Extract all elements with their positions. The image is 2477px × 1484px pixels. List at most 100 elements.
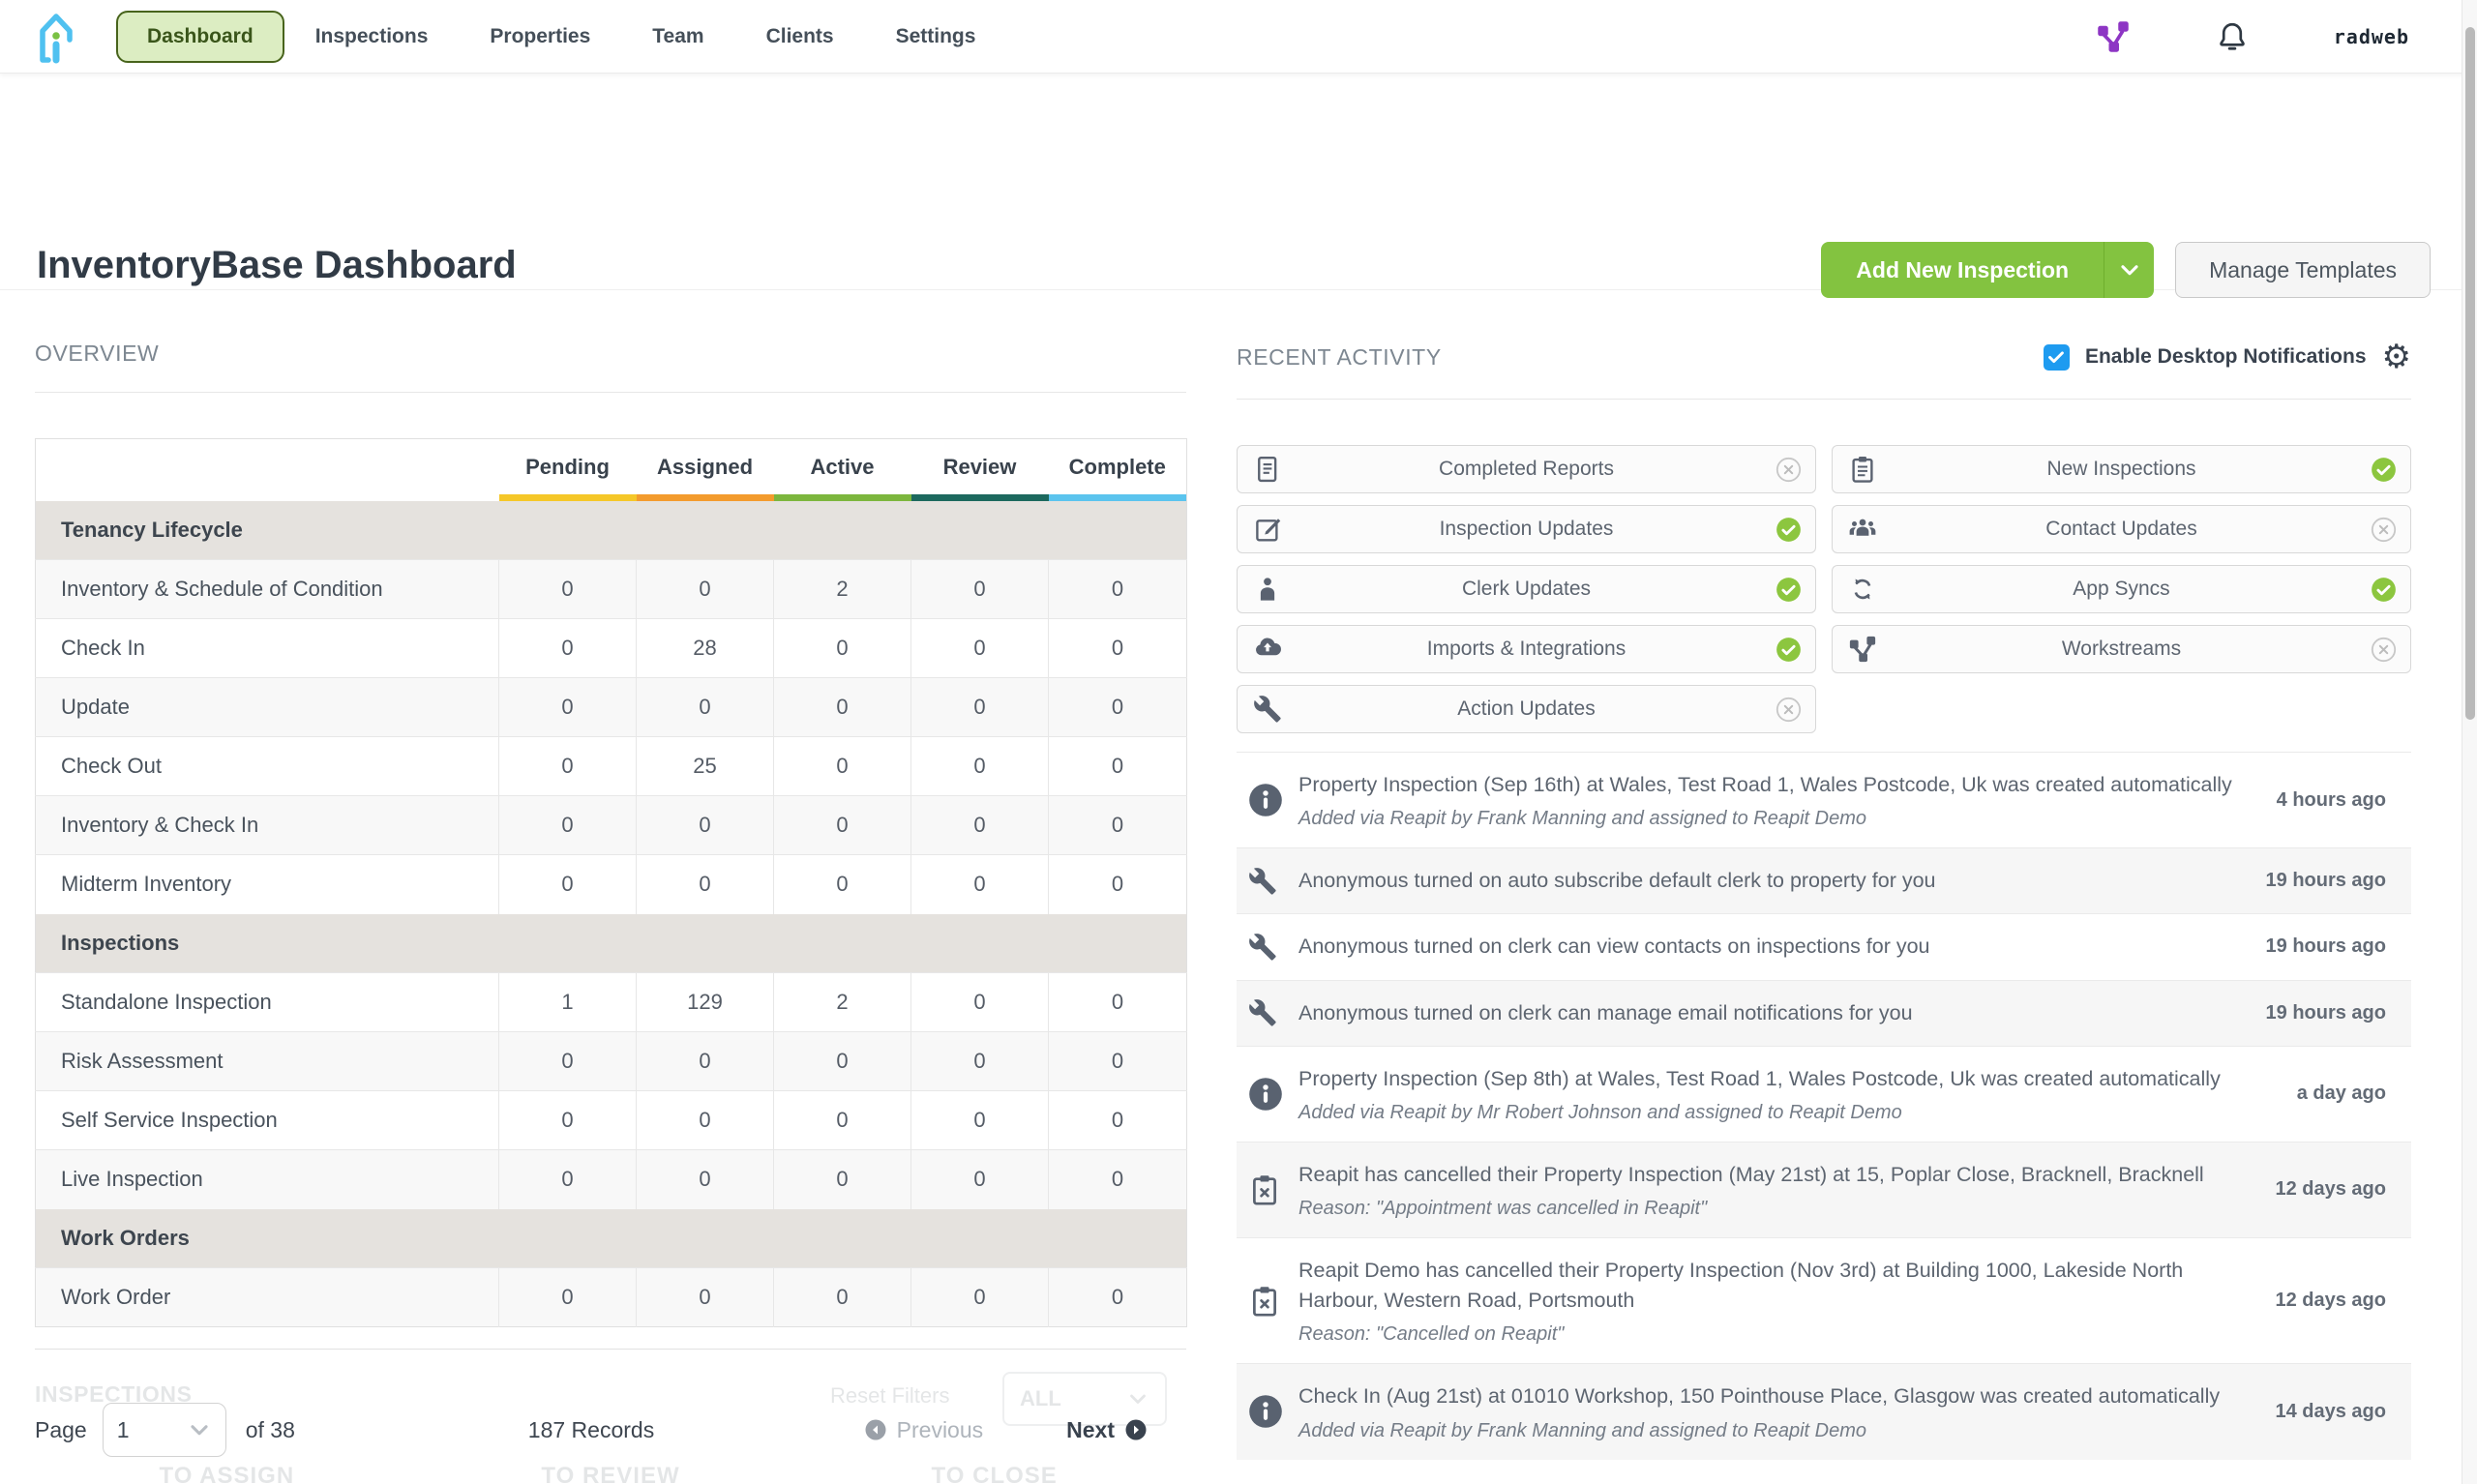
workstreams-nav-icon[interactable] [2096,19,2131,54]
activity-list: Property Inspection (Sep 16th) at Wales,… [1237,752,2411,1460]
column-header-label: Assigned [656,455,754,479]
cell-complete: 0 [1048,618,1187,678]
table-row: Inventory & Schedule of Condition 0 0 2 0 0 [35,559,1187,619]
inspections-filter-value: ALL [1020,1386,1061,1410]
activity-item: Anonymous turned on clerk can manage ema… [1237,979,2411,1046]
activity-item-body: Check In (Aug 21st) at 01010 Workshop, 1… [1298,1381,2256,1441]
previous-page-button[interactable]: Previous [864,1417,983,1443]
nav-item-properties[interactable]: Properties [490,24,591,47]
nav-item-clients[interactable]: Clients [765,24,834,47]
cell-pending: 0 [498,795,637,855]
manage-templates-button[interactable]: Manage Templates [2175,242,2431,298]
overview-label-column-header [36,439,499,501]
chevron-down-icon [187,1417,212,1442]
scrollbar-thumb[interactable] [2465,27,2475,720]
cell-review: 0 [910,559,1049,619]
activity-filters: Completed Reports New Inspections Inspecti… [1237,445,2411,733]
next-page-button[interactable]: Next [1066,1417,1148,1443]
add-new-inspection-label[interactable]: Add New Inspection [1856,256,2070,282]
filter-app-syncs[interactable]: App Syncs [1832,565,2411,613]
inspections-filter-dropdown[interactable]: ALL [1002,1372,1167,1426]
table-row: Standalone Inspection 1 129 2 0 0 [35,972,1187,1032]
clipboard-x-icon [1248,1285,1281,1318]
gear-icon[interactable]: ⚙ [2381,338,2411,376]
page-scrollbar [2462,0,2477,1484]
filter-label: Action Updates [1457,697,1596,720]
cell-active: 2 [773,559,911,619]
filter-workstreams[interactable]: Workstreams [1832,625,2411,673]
reset-filters-link[interactable]: Reset Filters [830,1383,950,1408]
nav-item-inspections[interactable]: Inspections [314,24,429,47]
page-select[interactable]: 1 [102,1403,226,1457]
nav-item-settings[interactable]: Settings [895,24,976,47]
filter-contact-updates[interactable]: Contact Updates [1832,505,2411,553]
activity-item: Reapit Demo has cancelled their Property… [1237,1237,2411,1363]
column-header-assigned: Assigned [636,439,774,501]
cell-review: 0 [910,1031,1049,1091]
activity-item: Property Inspection (Sep 16th) at Wales,… [1237,752,2411,847]
filter-action-updates[interactable]: Action Updates [1237,685,1816,733]
filter-label: Clerk Updates [1461,578,1592,600]
notifications-bell-icon[interactable] [2216,20,2249,53]
nav-item-team[interactable]: Team [652,24,704,47]
cell-pending: 0 [498,1090,637,1150]
activity-item-text: Property Inspection (Sep 8th) at Wales, … [1298,1066,2221,1090]
column-header-active: Active [773,439,911,501]
add-new-inspection-button[interactable]: Add New Inspection [1821,242,2155,298]
cell-active: 0 [773,795,911,855]
table-row: Self Service Inspection 0 0 0 0 0 [35,1090,1187,1150]
activity-item-subtext: Added via Reapit by Frank Manning and as… [1298,808,1867,830]
inventorybase-logo[interactable] [33,9,83,65]
cell-complete: 0 [1048,854,1187,914]
kanban-column-to-review: TO REVIEW [541,1463,680,1484]
cell-active: 0 [773,677,911,737]
cell-complete: 0 [1048,1267,1187,1327]
info-icon [1248,1394,1283,1429]
info-icon [1248,783,1283,817]
cell-pending: 0 [498,677,637,737]
filter-new-inspections[interactable]: New Inspections [1832,445,2411,493]
header-actions: Add New Inspection Manage Templates [1821,242,2431,298]
activity-item-timestamp: 12 days ago [2275,1290,2386,1312]
clipboard-x-icon [1248,1173,1281,1206]
activity-item-body: Reapit has cancelled their Property Insp… [1298,1160,2256,1220]
page-title: InventoryBase Dashboard [37,244,517,286]
nav-item-dashboard[interactable]: Dashboard [116,10,284,63]
kanban-column-headers: TO ASSIGN TO REVIEW TO CLOSE [35,1463,1186,1484]
activity-item-timestamp: 4 hours ago [2276,788,2386,811]
activity-item-subtext: Added via Reapit by Frank Manning and as… [1298,1419,1867,1441]
recent-activity-heading: RECENT ACTIVITY [1237,343,1442,370]
desktop-notifications-checkbox[interactable] [2043,343,2070,371]
wrench-icon [1248,998,1277,1027]
table-row: Check In 0 28 0 0 0 [35,618,1187,678]
filter-imports-integrations[interactable]: Imports & Integrations [1237,625,1816,673]
cell-pending: 0 [498,1267,637,1327]
filter-clerk-updates[interactable]: Clerk Updates [1237,565,1816,613]
cell-active: 2 [773,972,911,1032]
activity-item-subtext: Reason: "Cancelled on Reapit" [1298,1323,1565,1346]
cell-assigned: 0 [636,1149,774,1209]
row-label: Live Inspection [35,1149,499,1209]
pagination-bar: Page 1 of 38 187 Records Previous Next [35,1403,1148,1457]
check-icon [2045,346,2067,368]
cell-pending: 0 [498,736,637,796]
column-header-label: Complete [1068,455,1166,479]
table-row: Update 0 0 0 0 0 [35,677,1187,737]
section-header-row: Work Orders [35,1208,1187,1268]
cell-complete: 0 [1048,1090,1187,1150]
row-label: Inventory & Check In [35,795,499,855]
add-inspection-dropdown-toggle[interactable] [2104,242,2154,298]
kanban-column-to-close: TO CLOSE [931,1463,1058,1484]
cell-review: 0 [910,795,1049,855]
activity-item: Anonymous turned on auto subscribe defau… [1237,847,2411,914]
notification-controls: Enable Desktop Notifications ⚙ [2043,338,2411,376]
row-label: Midterm Inventory [35,854,499,914]
overview-table: Pending Assigned Active Review Complete Tenan… [35,438,1187,1327]
activity-item-subtext: Reason: "Appointment was cancelled in Re… [1298,1198,1708,1220]
row-label: Check Out [35,736,499,796]
account-label[interactable]: radweb [2333,24,2409,48]
filter-inspection-updates[interactable]: Inspection Updates [1237,505,1816,553]
column-color-bar [636,493,774,501]
activity-item-text: Check In (Aug 21st) at 01010 Workshop, 1… [1298,1384,2221,1409]
filter-completed-reports[interactable]: Completed Reports [1237,445,1816,493]
